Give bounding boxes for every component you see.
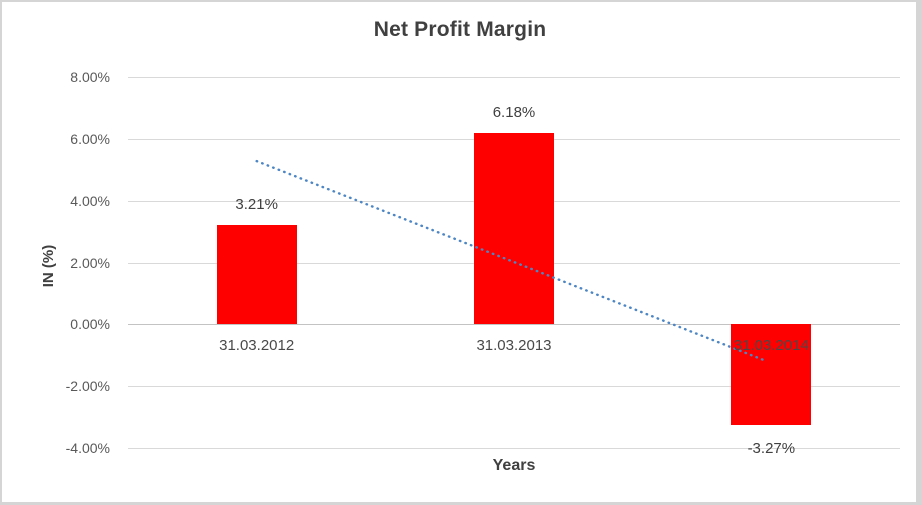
bar-data-label: 3.21% (235, 196, 278, 214)
y-tick-label: 8.00% (70, 69, 110, 85)
chart-title: Net Profit Margin (373, 18, 547, 41)
bar-31.03.2012 (216, 225, 297, 325)
y-tick-label: 2.00% (70, 255, 110, 271)
x-axis-title: Years (492, 457, 536, 474)
gridline (128, 77, 900, 78)
gridline (128, 386, 900, 387)
category-label: 31.03.2012 (219, 337, 295, 355)
y-tick-label: -4.00% (65, 440, 110, 456)
zero-axis-line (128, 324, 900, 325)
y-tick-label: 0.00% (70, 316, 110, 332)
category-label: 31.03.2014 (733, 337, 809, 355)
bar-data-label: 6.18% (492, 104, 536, 122)
y-tick-label: 6.00% (70, 131, 110, 147)
gridline (128, 448, 900, 449)
y-tick-label: -2.00% (65, 378, 110, 394)
category-label: 31.03.2013 (476, 337, 552, 355)
bar-data-label: -3.27% (747, 440, 796, 458)
bar-31.03.2014 (731, 324, 812, 426)
y-tick-label: 4.00% (70, 193, 110, 209)
bar-31.03.2013 (474, 133, 554, 325)
